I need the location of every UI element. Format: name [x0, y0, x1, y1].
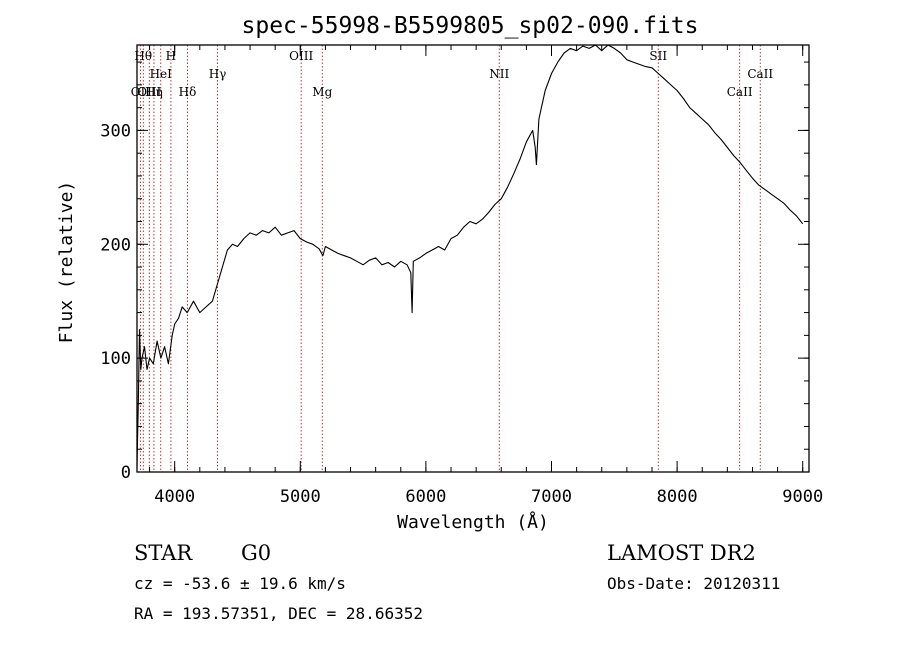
coordinates: RA = 193.57351, DEC = 28.66352 [134, 604, 423, 623]
axis-ticks: 4000 5000 6000 7000 8000 9000 0 100 200 300 [100, 45, 823, 507]
spectral-line-label: H [166, 49, 176, 63]
spectral-line-label: HeI [150, 67, 173, 81]
spectral-line-label: Hγ [209, 67, 227, 81]
y-tick-label: 0 [121, 463, 131, 483]
object-subclass: G0 [241, 541, 271, 565]
x-tick-label: 5000 [280, 487, 321, 507]
plot-frame [136, 44, 810, 473]
spectral-line-label: Mg [312, 85, 332, 99]
x-tick-label: 6000 [405, 487, 446, 507]
x-tick-label: 8000 [657, 487, 698, 507]
survey-name: LAMOST DR2 [607, 541, 756, 565]
spectrum-line [136, 44, 804, 467]
spectral-line-label: SII [649, 49, 667, 63]
spectral-line-label: CaII [727, 85, 753, 99]
x-tick-label: 7000 [531, 487, 572, 507]
y-tick-label: 100 [100, 349, 131, 369]
spectral-line-label: OIII [289, 49, 313, 63]
y-tick-label: 200 [100, 235, 131, 255]
spectral-line-label: Hθ [134, 49, 152, 63]
redshift-readout: cz = -53.6 ± 19.6 km/s [134, 574, 346, 593]
spectral-line-label: NII [489, 67, 509, 81]
series-layer [136, 44, 804, 467]
y-tick-label: 300 [100, 121, 131, 141]
y-axis-label: Flux (relative) [56, 181, 77, 344]
spectral-line-label: OII [131, 85, 151, 99]
spectral-line-label: Hη [145, 85, 163, 99]
obs-date: Obs-Date: 20120311 [607, 574, 780, 593]
spectral-line-label: CaII [747, 67, 773, 81]
chart-title: spec-55998-B5599805_sp02-090.fits [242, 13, 699, 39]
x-tick-label: 9000 [782, 487, 823, 507]
object-class: STAR [134, 541, 193, 565]
spectral-line-label: Hδ [179, 85, 197, 99]
spectral-line-label: OIII [137, 85, 161, 99]
x-axis-label: Wavelength (Å) [397, 511, 549, 533]
x-tick-label: 4000 [154, 487, 195, 507]
